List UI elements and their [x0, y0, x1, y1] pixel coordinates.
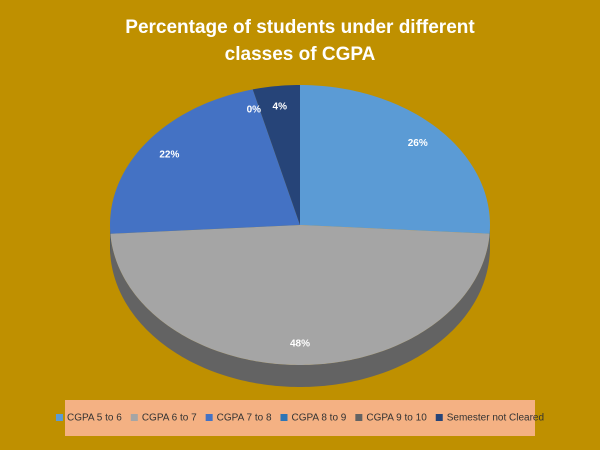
pie-sides [110, 225, 490, 387]
chart-title: Percentage of students under different cl… [125, 17, 475, 65]
value-label: 0% [247, 104, 262, 115]
pie-tops [110, 85, 490, 365]
legend-label: Semester not Cleared [447, 413, 544, 424]
legend-swatch [205, 414, 213, 421]
legend: CGPA 5 to 6 CGPA 6 to 7 CGPA 7 to 8 CGPA 8 … [55, 413, 544, 424]
value-label: 22% [159, 150, 179, 161]
slice [110, 225, 490, 365]
legend-box [65, 400, 535, 436]
value-label: 4% [273, 102, 288, 113]
value-labels: 26% 48% 22% 0% 4% [159, 102, 428, 350]
slice [252, 85, 300, 225]
slice [300, 85, 490, 234]
legend-label: CGPA 6 to 7 [142, 413, 197, 424]
slice-side [110, 233, 490, 387]
legend-swatch [55, 414, 63, 421]
legend-label: CGPA 8 to 9 [292, 413, 347, 424]
legend-swatch [130, 414, 138, 421]
legend-label: CGPA 7 to 8 [217, 413, 272, 424]
slice [110, 89, 301, 234]
legend-swatch [280, 414, 288, 421]
value-label: 26% [408, 138, 428, 149]
legend-label: CGPA 9 to 10 [366, 413, 427, 424]
legend-swatch [355, 414, 363, 421]
value-label: 48% [290, 339, 310, 350]
legend-swatch [435, 414, 443, 421]
legend-label: CGPA 5 to 6 [67, 413, 122, 424]
